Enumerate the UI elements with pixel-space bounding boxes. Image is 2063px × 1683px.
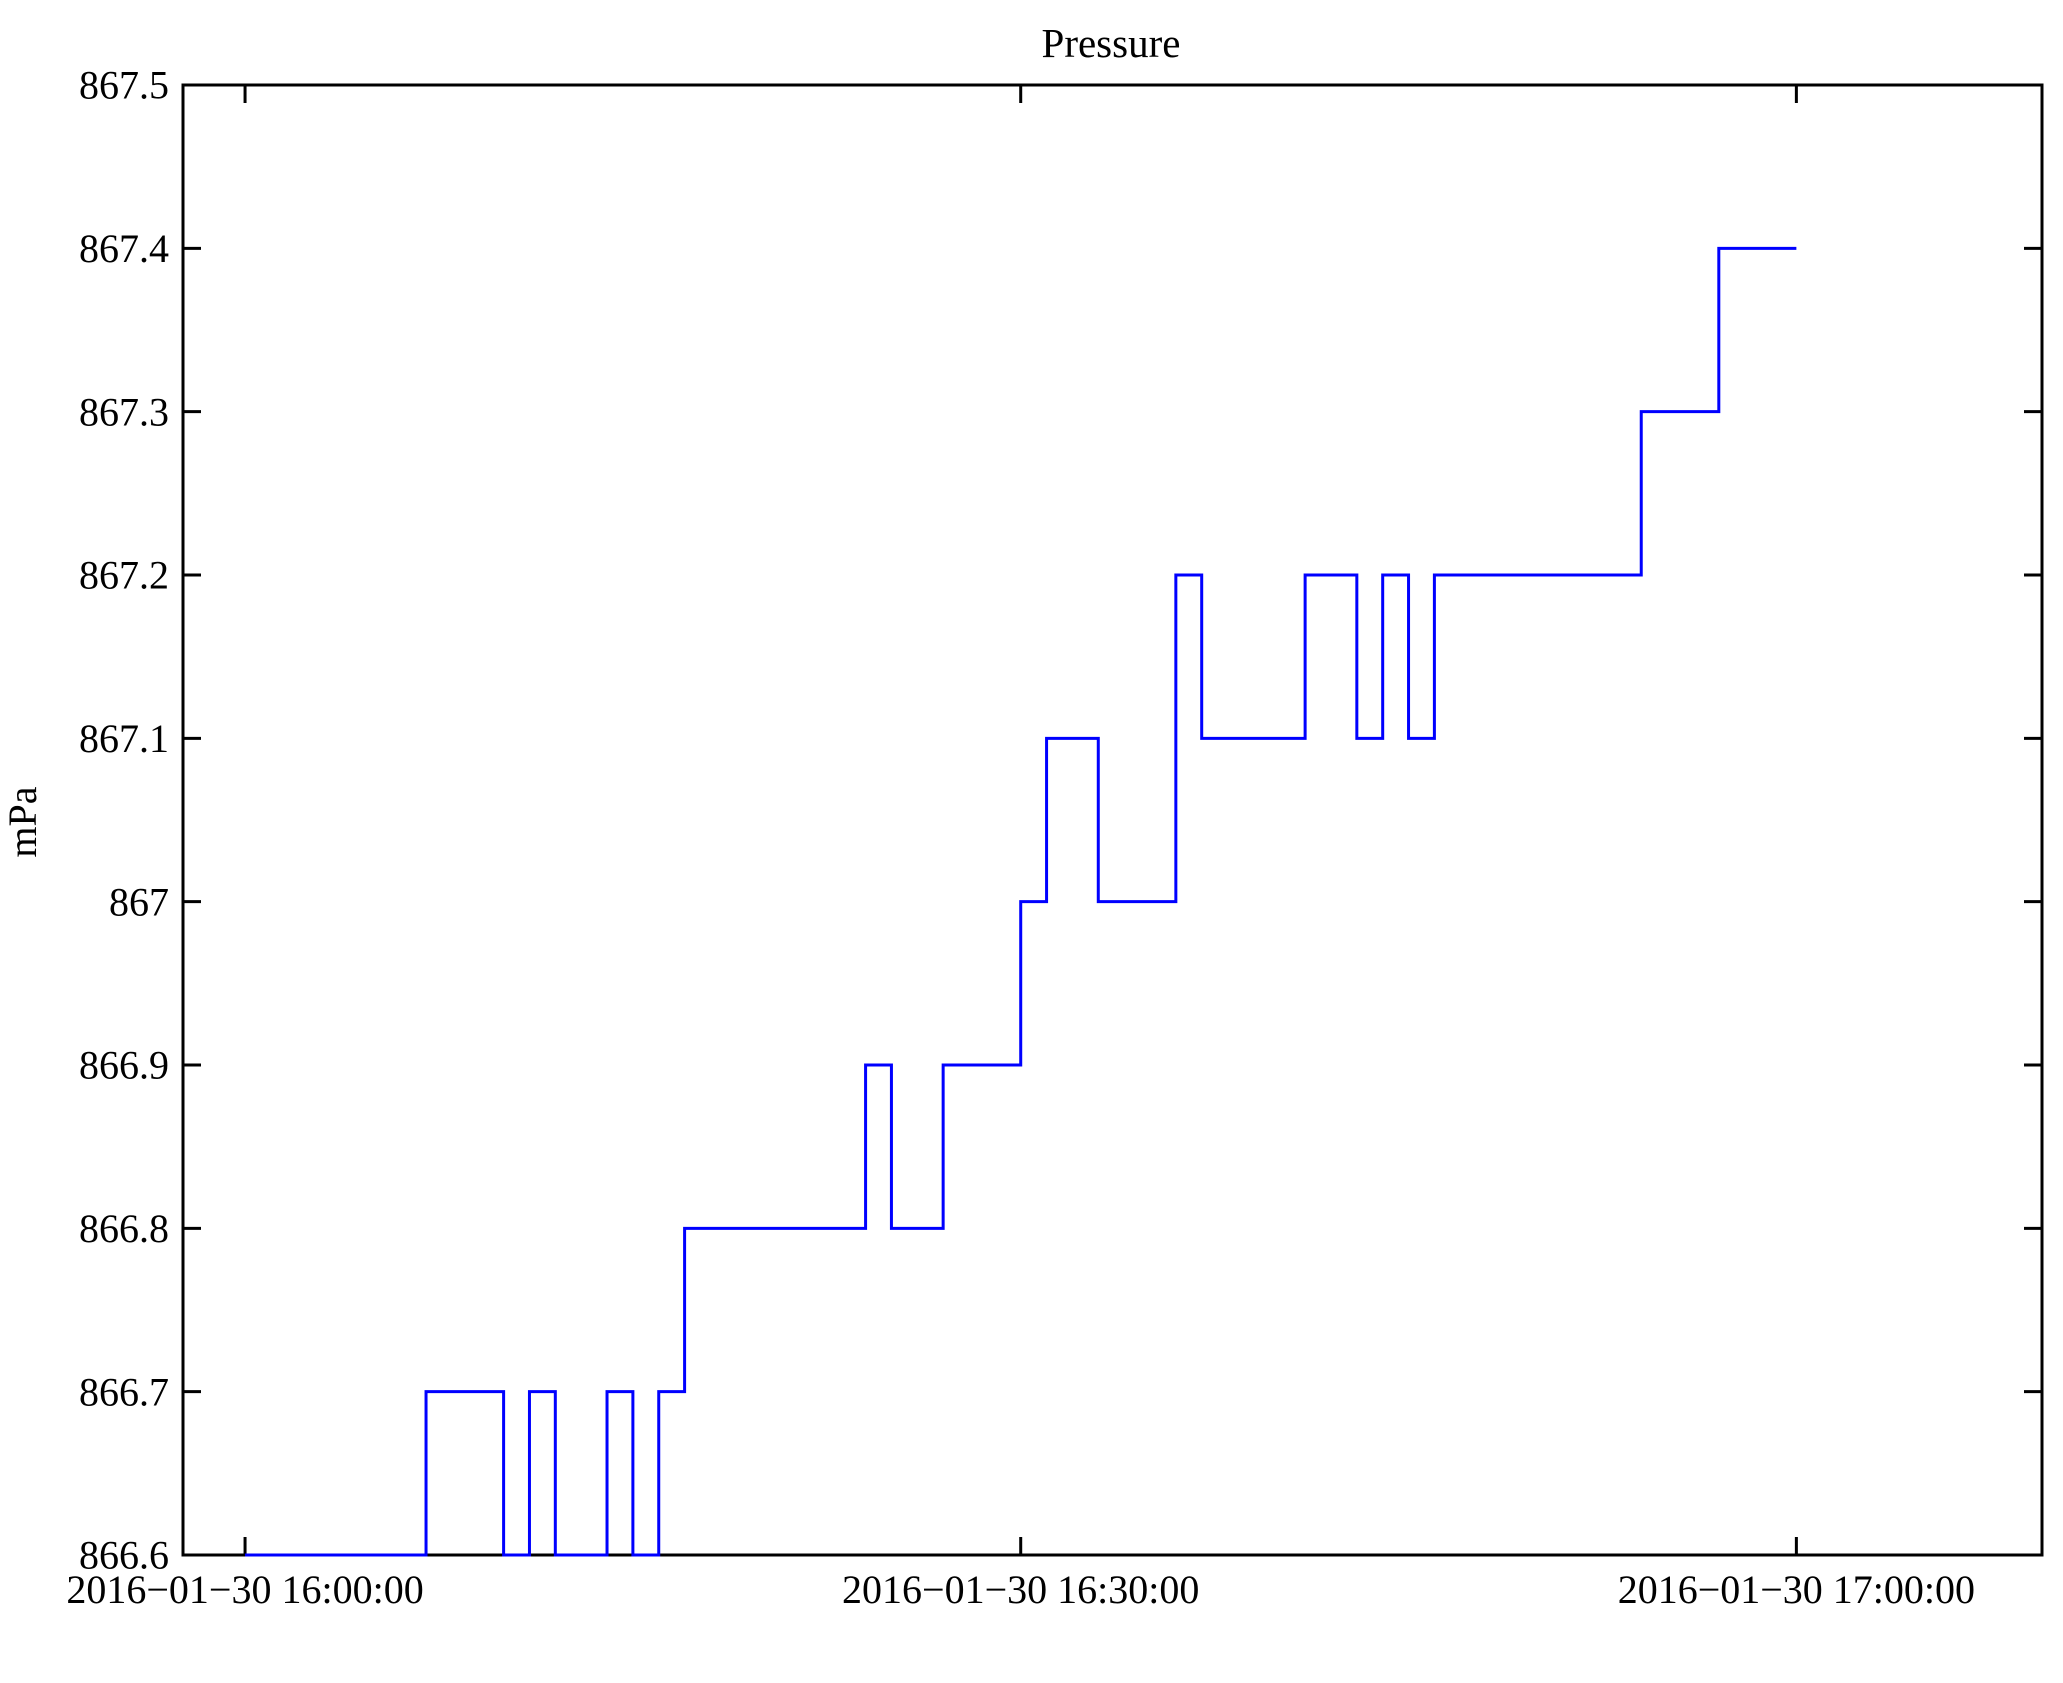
y-tick-label: 866.7	[79, 1369, 169, 1414]
chart-title: Pressure	[1042, 20, 1181, 66]
x-tick-label: 2016−01−30 16:00:00	[66, 1567, 423, 1612]
y-tick-label: 867.5	[79, 63, 169, 108]
y-axis-label: mPa	[0, 786, 45, 857]
y-tick-label: 867.4	[79, 226, 169, 271]
y-tick-label: 867.2	[79, 553, 169, 598]
plot-area: 2016−01−30 16:00:00 2016−01−30 16:30:00 20…	[66, 63, 2044, 1612]
y-tick-label: 867	[109, 879, 169, 924]
y-tick-label: 866.6	[79, 1533, 169, 1578]
pressure-series-line	[245, 246, 1797, 1557]
y-tick-label: 866.8	[79, 1206, 169, 1251]
x-tick-label: 2016−01−30 17:00:00	[1618, 1567, 1975, 1612]
y-tick-label: 866.9	[79, 1043, 169, 1088]
x-tick-label: 2016−01−30 16:30:00	[842, 1567, 1199, 1612]
y-tick-label: 867.3	[79, 389, 169, 434]
y-tick-label: 867.1	[79, 716, 169, 761]
plot-frame	[181, 83, 2044, 1557]
